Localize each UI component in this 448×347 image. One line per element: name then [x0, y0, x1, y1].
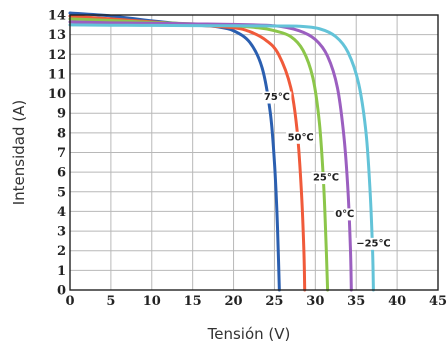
- x-tick-labels: 0 5 10 15 20 25 30 35 40 45: [65, 294, 447, 309]
- series-label-background: [311, 172, 341, 185]
- series-label-0: 75℃: [264, 92, 290, 103]
- x-tick-label: 0: [65, 294, 74, 309]
- x-tick-label: 15: [184, 294, 202, 309]
- y-tick-label: 6: [57, 166, 66, 181]
- y-tick-label: 14: [48, 9, 66, 24]
- series-labels: 75℃ 50℃ 25℃ 0℃ −25℃: [262, 91, 393, 250]
- y-tick-label: 13: [48, 28, 66, 43]
- series-label-1: 50℃: [288, 132, 314, 143]
- y-tick-label: 8: [57, 126, 66, 141]
- y-tick-label: 9: [57, 107, 66, 122]
- series-label-background: [354, 237, 393, 250]
- x-tick-label: 30: [306, 294, 324, 309]
- series-line-3: [68, 20, 353, 292]
- series-label-4: −25℃: [356, 238, 390, 249]
- x-tick-label: 45: [429, 294, 447, 309]
- y-tick-label: 5: [57, 185, 66, 200]
- y-tick-label: 2: [57, 244, 66, 259]
- x-tick-label: 5: [106, 294, 115, 309]
- y-tick-label: 0: [57, 284, 66, 299]
- series-label-background: [262, 91, 292, 104]
- plot-frame: [69, 14, 439, 291]
- x-tick-label: 25: [265, 294, 283, 309]
- series-label-background: [286, 131, 316, 144]
- y-tick-label: 3: [57, 225, 66, 240]
- series-line-2: [68, 17, 330, 292]
- series-label-3: 0℃: [335, 209, 354, 220]
- x-tick-label: 10: [143, 294, 161, 309]
- series-line-4: [68, 23, 375, 292]
- x-tick-label: 35: [347, 294, 365, 309]
- curves: [68, 11, 375, 292]
- y-tick-label: 7: [57, 146, 66, 161]
- y-axis-title: Intensidad (A): [10, 100, 28, 206]
- x-tick-label: 40: [388, 294, 406, 309]
- x-axis-title: Tensión (V): [207, 325, 291, 343]
- y-tick-label: 12: [48, 48, 66, 63]
- y-tick-label: 4: [57, 205, 66, 220]
- series-label-background: [333, 208, 356, 221]
- series-label-2: 25℃: [313, 173, 339, 184]
- y-tick-label: 11: [48, 67, 66, 82]
- y-tick-label: 1: [57, 264, 66, 279]
- y-tick-label: 10: [48, 87, 66, 102]
- x-tick-label: 20: [225, 294, 243, 309]
